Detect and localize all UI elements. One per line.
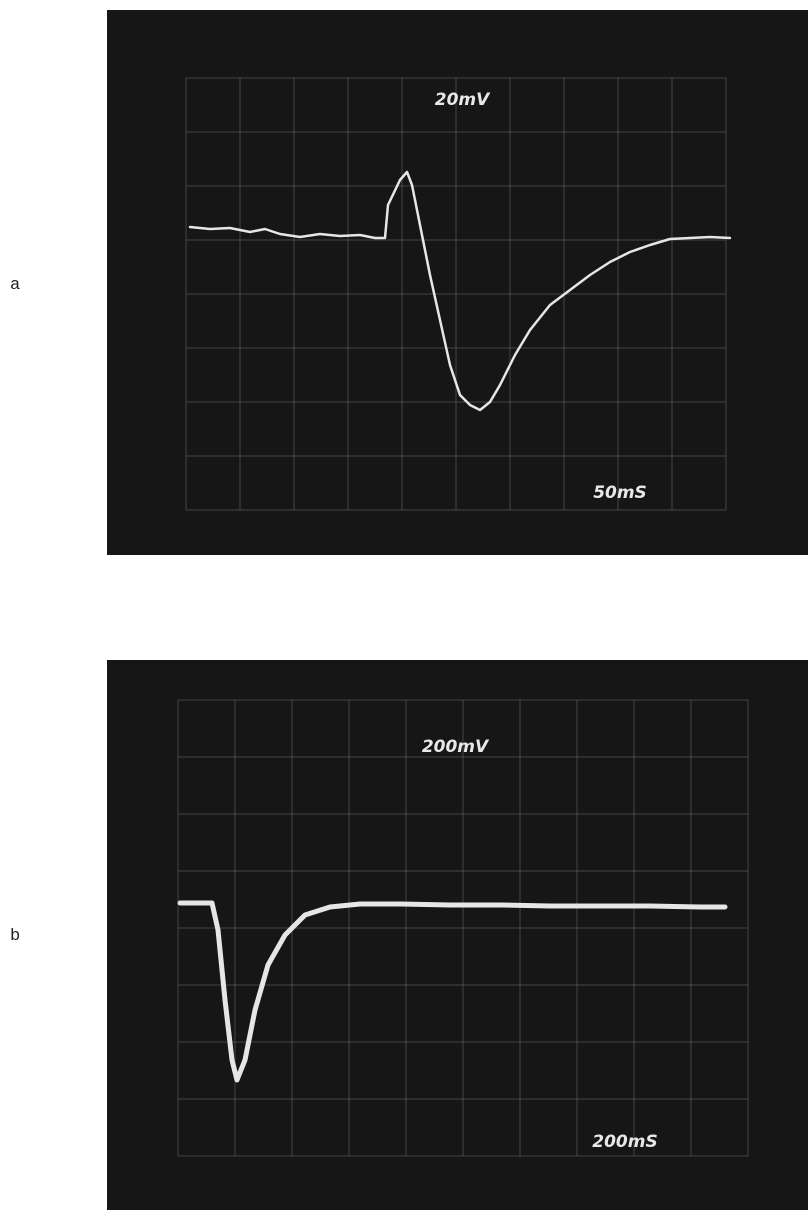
panel-label: b (10, 927, 20, 946)
panel-label: a (10, 276, 20, 295)
graticule (185, 77, 727, 511)
trace (188, 170, 732, 412)
trace (177, 900, 728, 1083)
scope-screen (107, 10, 808, 555)
volt-scale: 20mV (435, 90, 491, 110)
time-scale: 200mS (592, 1132, 657, 1152)
volt-scale: 200mV (422, 737, 490, 757)
time-scale: 50mS (593, 483, 647, 503)
